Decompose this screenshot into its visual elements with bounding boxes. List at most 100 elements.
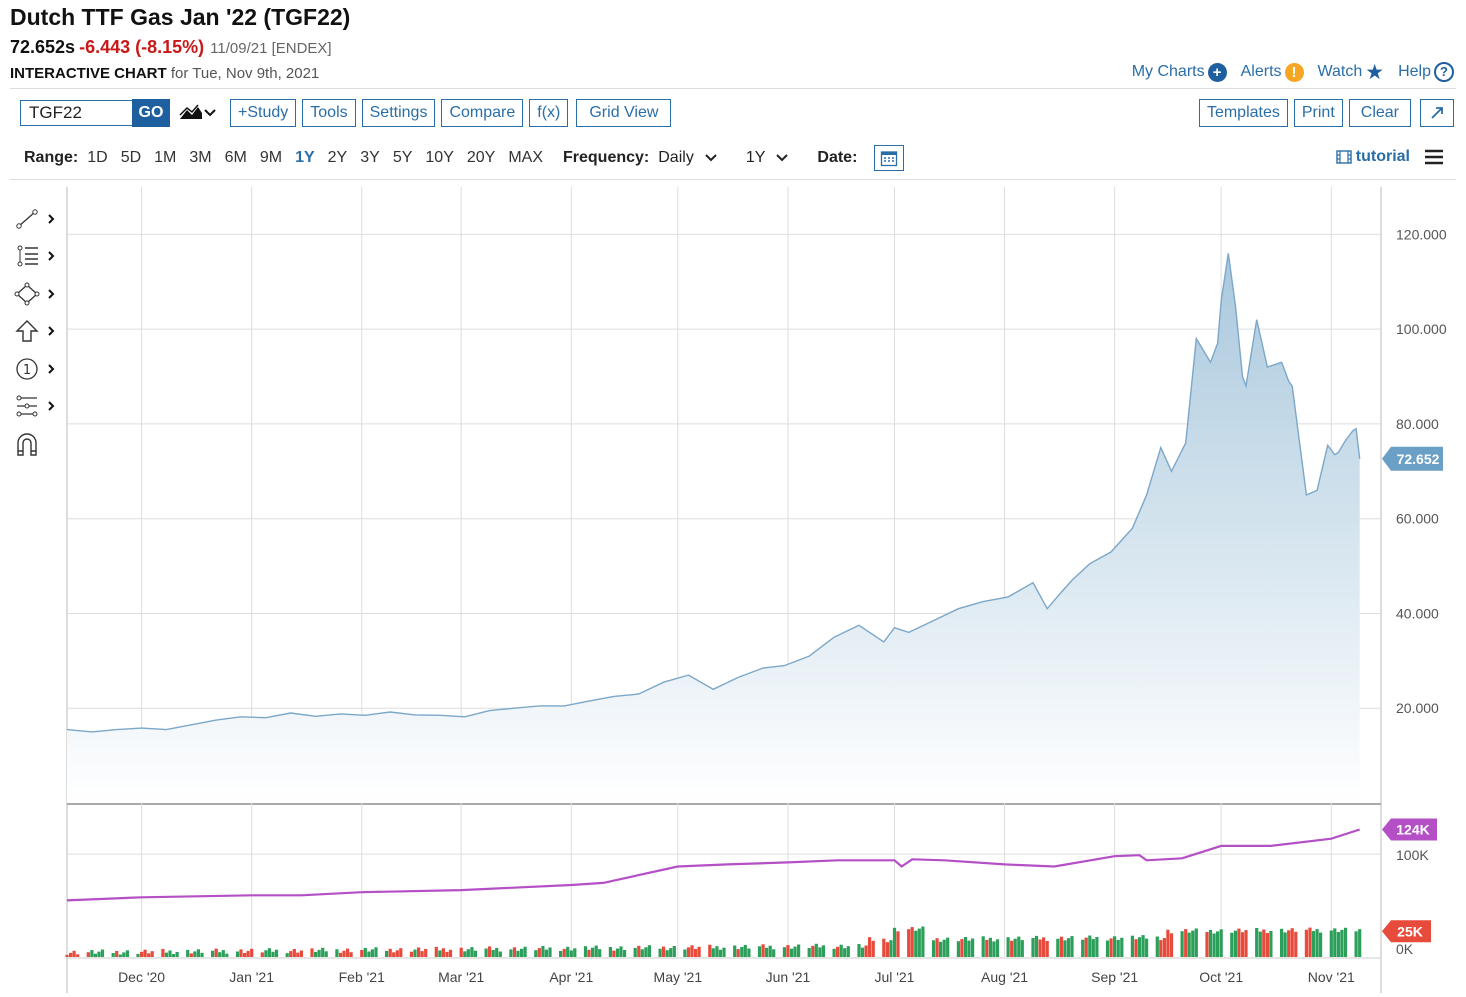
range-10y[interactable]: 10Y	[425, 149, 454, 166]
expand-button[interactable]	[1420, 99, 1454, 127]
alert-icon: !	[1284, 62, 1304, 82]
range-3m[interactable]: 3M	[189, 149, 212, 166]
volume-bar	[1063, 940, 1067, 957]
volume-bar	[90, 950, 94, 957]
templates-button[interactable]: Templates	[1198, 99, 1288, 127]
volume-bar	[218, 952, 222, 957]
volume-bar	[914, 930, 918, 957]
range-5y[interactable]: 5Y	[392, 149, 413, 166]
volume-bar	[598, 949, 602, 957]
volume-bar	[1262, 929, 1266, 957]
study-button[interactable]: +Study	[230, 99, 297, 127]
volume-bar	[615, 948, 620, 957]
volume-bar	[299, 950, 303, 957]
page-title: Dutch TTF Gas Jan '22 (TGF22)	[10, 4, 351, 30]
chevron-down-icon	[776, 154, 789, 162]
volume-bar	[1081, 939, 1085, 957]
chart-type-selector[interactable]	[178, 100, 218, 126]
volume-bar	[818, 947, 822, 957]
volume-bar	[360, 950, 364, 957]
range-2y[interactable]: 2Y	[327, 149, 348, 166]
volume-bar	[1294, 931, 1298, 957]
volume-bar	[111, 953, 115, 957]
range-max[interactable]: MAX	[508, 149, 543, 166]
go-button[interactable]: GO	[132, 99, 170, 127]
quote-meta: 11/09/21 [ENDEX]	[210, 40, 332, 57]
watch-link[interactable]: Watch ★	[1318, 62, 1385, 83]
range-label: Range:	[24, 149, 79, 166]
range-6m[interactable]: 6M	[224, 149, 247, 166]
volume-bar	[1130, 935, 1134, 957]
range-20y[interactable]: 20Y	[466, 149, 496, 166]
volume-bar	[1329, 930, 1333, 957]
annotation-tool[interactable]: 1	[14, 350, 62, 388]
range-9m[interactable]: 9M	[259, 149, 283, 166]
grid-view-button[interactable]: Grid View	[576, 99, 672, 127]
alerts-link[interactable]: Alerts!	[1241, 62, 1304, 82]
volume-bar	[392, 952, 396, 957]
tools-button[interactable]: Tools	[302, 99, 356, 127]
volume-bar	[317, 949, 321, 957]
volume-bar	[591, 947, 595, 957]
volume-bar	[86, 952, 90, 957]
volume-bar	[793, 946, 797, 957]
frequency-select[interactable]: Daily	[658, 149, 718, 167]
volume-bar	[910, 927, 914, 957]
volume-bar	[772, 949, 776, 957]
range-1m[interactable]: 1M	[154, 149, 177, 166]
volume-bar	[768, 945, 772, 957]
volume-label: 25K	[1397, 923, 1423, 939]
fib-tool[interactable]	[14, 238, 62, 276]
volume-bar	[264, 950, 268, 957]
volume-bar	[885, 942, 889, 957]
compare-button[interactable]: Compare	[441, 99, 524, 127]
print-button[interactable]: Print	[1293, 99, 1343, 127]
date-picker-button[interactable]	[874, 145, 905, 171]
tutorial-label: tutorial	[1355, 148, 1410, 165]
volume-bar	[583, 946, 588, 957]
range-1y[interactable]: 1Y	[295, 149, 315, 166]
clear-button[interactable]: Clear	[1348, 99, 1411, 127]
help-icon: ?	[1434, 62, 1454, 82]
volume-bar	[147, 953, 151, 957]
settings-button[interactable]: Settings	[361, 99, 436, 127]
volume-bar	[1340, 929, 1344, 957]
range-5d[interactable]: 5D	[120, 149, 142, 166]
period-select[interactable]: 1Y	[746, 149, 790, 167]
volume-bar	[733, 945, 737, 957]
volume-bar	[484, 948, 488, 957]
volume-bar	[115, 950, 119, 957]
fx-button[interactable]: f(x)	[529, 99, 569, 127]
measure-tool[interactable]	[14, 388, 62, 426]
arrow-tool[interactable]	[14, 313, 62, 351]
volume-bar	[1184, 929, 1188, 957]
tutorial-link[interactable]: tutorial	[1336, 148, 1410, 166]
volume-bar	[1258, 931, 1262, 957]
volume-bar	[1315, 929, 1319, 957]
range-3y[interactable]: 3Y	[360, 149, 380, 166]
my-charts-link[interactable]: My Charts +	[1132, 62, 1227, 82]
volume-bar	[434, 946, 438, 957]
volume-bar	[289, 951, 293, 957]
x-tick-label: Jan '21	[229, 969, 274, 985]
x-tick-label: Aug '21	[981, 969, 1028, 985]
range-1d[interactable]: 1D	[87, 149, 108, 166]
volume-bar	[843, 948, 847, 957]
volume-bar	[143, 949, 147, 957]
price-line	[66, 253, 1361, 733]
volume-bar	[367, 951, 371, 957]
volume-bar	[658, 948, 662, 957]
hamburger-menu-icon[interactable]	[1424, 149, 1444, 165]
volume-bar	[193, 951, 197, 957]
volume-bar	[1237, 928, 1241, 957]
volume-bar	[1230, 932, 1234, 957]
magnet-tool[interactable]	[14, 425, 62, 463]
volume-bar	[498, 951, 502, 957]
line-tool[interactable]	[14, 200, 62, 238]
shape-tool[interactable]	[14, 275, 62, 313]
volume-bar	[473, 950, 477, 957]
symbol-input[interactable]: TGF22	[20, 100, 132, 126]
help-link[interactable]: Help?	[1398, 62, 1454, 82]
volume-bar	[1010, 940, 1014, 957]
